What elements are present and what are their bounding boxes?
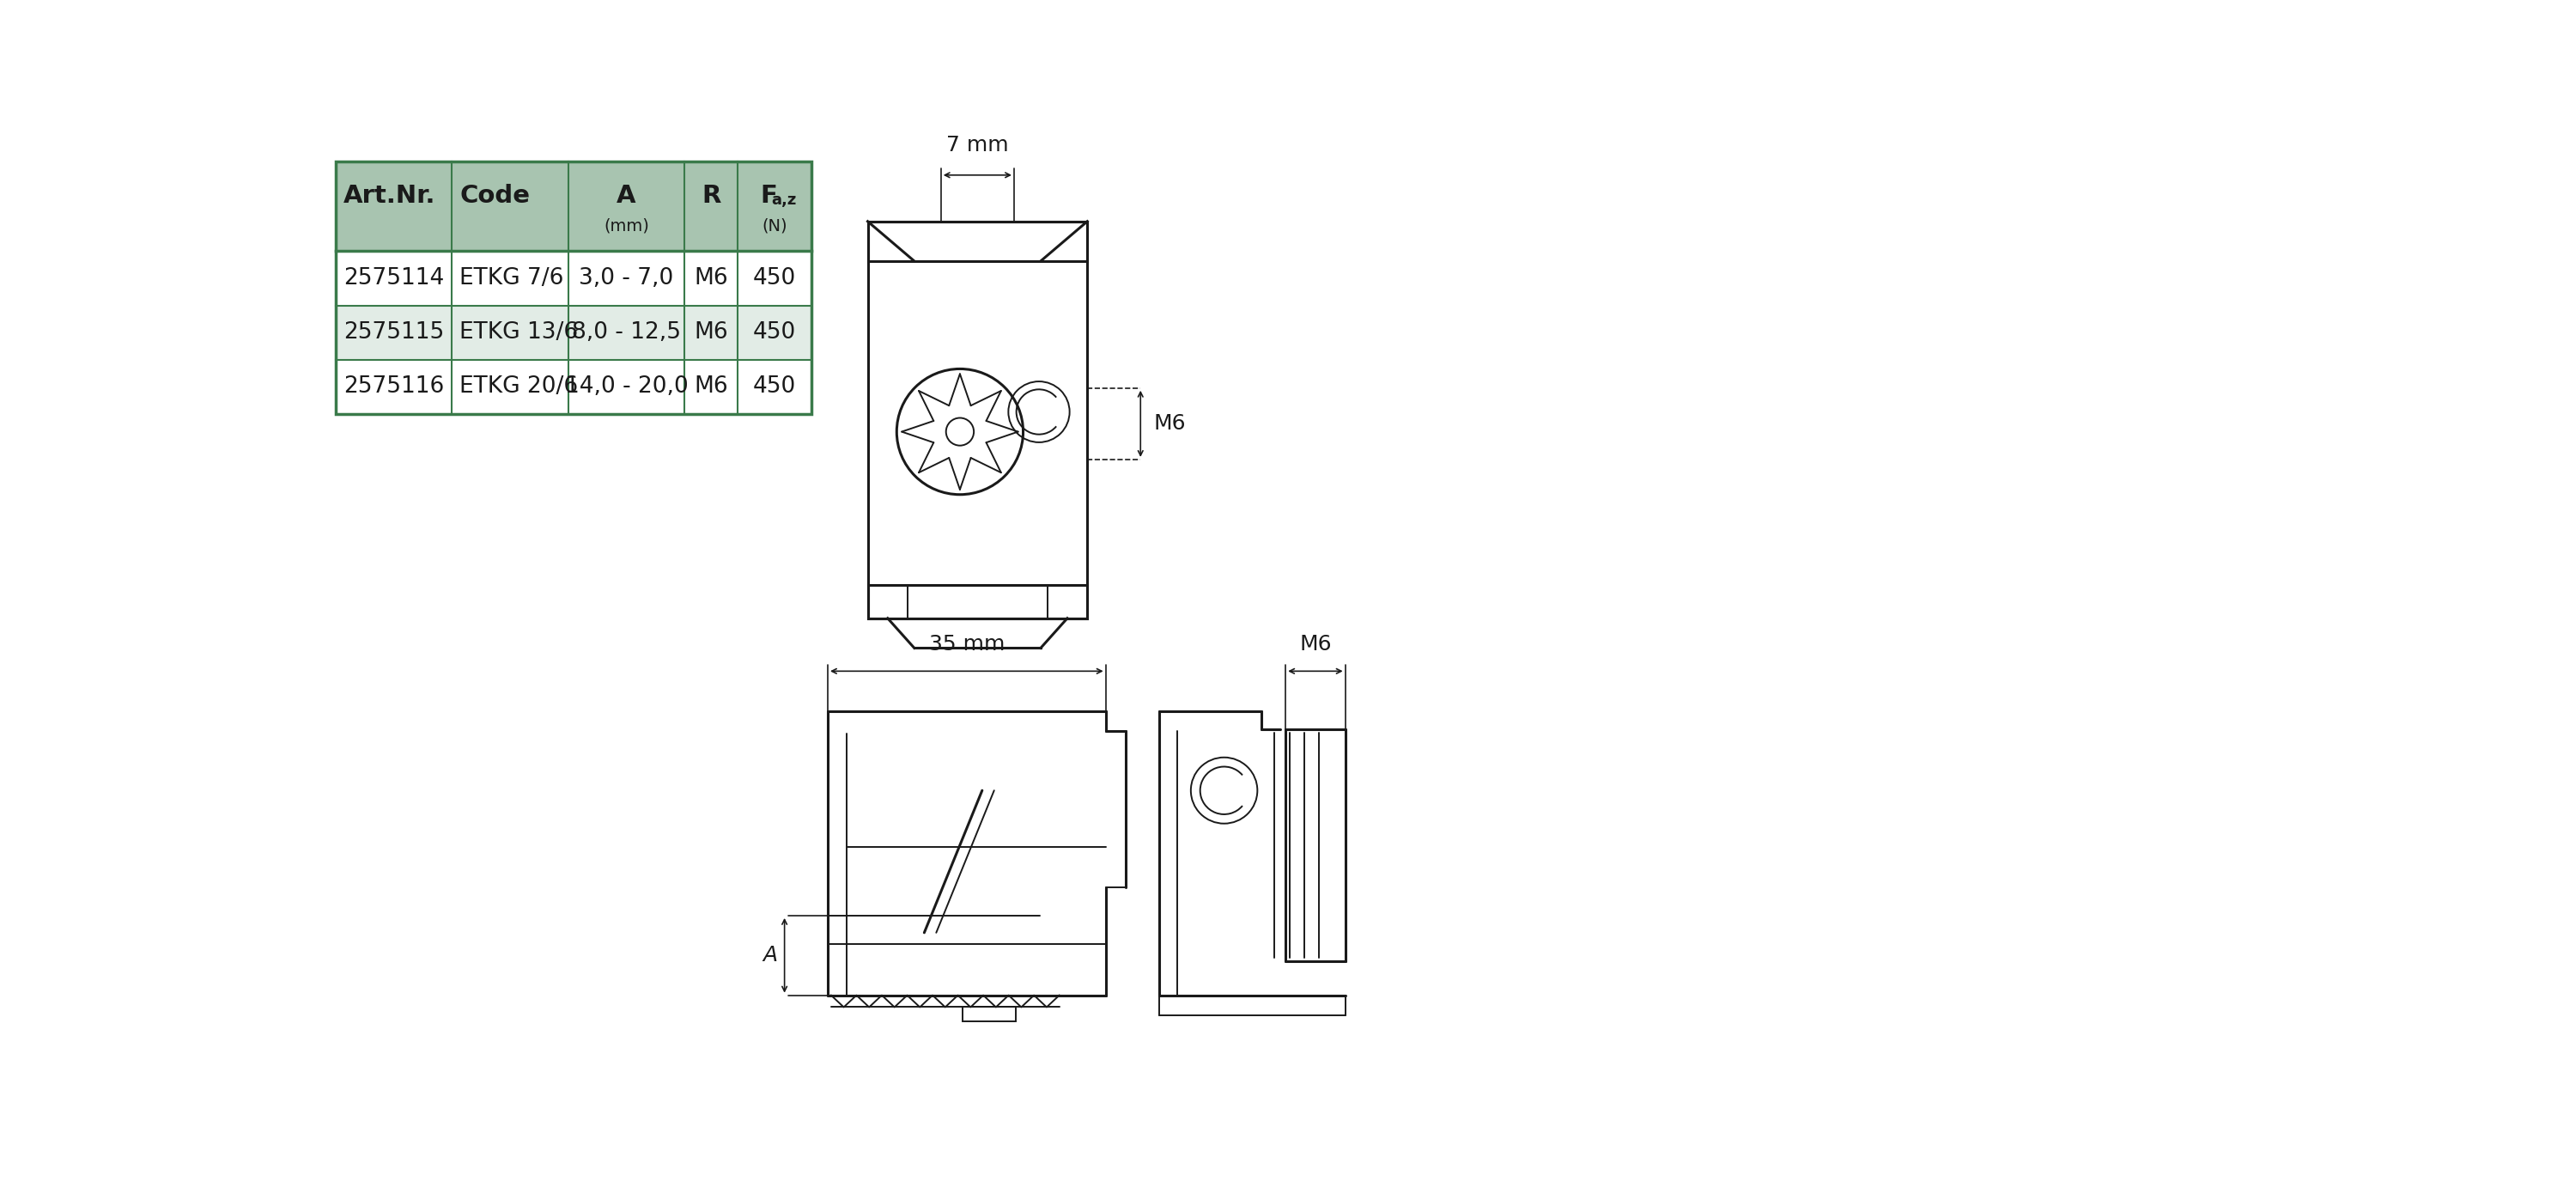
- Bar: [737, 162, 811, 251]
- Bar: [451, 251, 569, 305]
- Bar: [685, 305, 737, 360]
- Text: Art.Nr.: Art.Nr.: [343, 184, 435, 208]
- Bar: [335, 162, 451, 251]
- Text: A: A: [762, 946, 778, 966]
- Bar: [868, 221, 1087, 618]
- Bar: [963, 1007, 1015, 1021]
- Text: 450: 450: [752, 376, 796, 398]
- Bar: [569, 251, 685, 305]
- Bar: [335, 162, 811, 414]
- Text: 2575116: 2575116: [343, 376, 443, 398]
- Text: Code: Code: [459, 184, 531, 208]
- Bar: [335, 305, 451, 360]
- Bar: [451, 162, 569, 251]
- Bar: [335, 360, 451, 414]
- Bar: [451, 360, 569, 414]
- Text: ETKG 13/6: ETKG 13/6: [459, 322, 580, 343]
- Bar: [451, 305, 569, 360]
- Text: M6: M6: [696, 376, 729, 398]
- Bar: [335, 251, 451, 305]
- Text: R: R: [701, 184, 721, 208]
- Text: 14,0 - 20,0: 14,0 - 20,0: [564, 376, 688, 398]
- Bar: [685, 162, 737, 251]
- Text: ETKG 7/6: ETKG 7/6: [459, 268, 564, 289]
- Bar: [868, 586, 1087, 618]
- Text: 450: 450: [752, 268, 796, 289]
- Bar: [737, 360, 811, 414]
- Bar: [685, 251, 737, 305]
- Bar: [569, 360, 685, 414]
- Text: 3,0 - 7,0: 3,0 - 7,0: [580, 268, 675, 289]
- Bar: [569, 162, 685, 251]
- Bar: [737, 251, 811, 305]
- Text: M6: M6: [1154, 414, 1185, 434]
- Bar: [685, 360, 737, 414]
- Bar: [868, 221, 1087, 262]
- Text: F: F: [760, 184, 778, 208]
- Text: M6: M6: [1298, 634, 1332, 655]
- Text: 450: 450: [752, 322, 796, 343]
- Text: 8,0 - 12,5: 8,0 - 12,5: [572, 322, 680, 343]
- Text: M6: M6: [696, 268, 729, 289]
- Text: A: A: [616, 184, 636, 208]
- Text: (N): (N): [762, 218, 788, 234]
- Text: 2575114: 2575114: [343, 268, 443, 289]
- Text: a,z: a,z: [770, 192, 796, 208]
- Text: (mm): (mm): [603, 218, 649, 234]
- Text: 35 mm: 35 mm: [930, 634, 1005, 655]
- Bar: [569, 305, 685, 360]
- Text: 7 mm: 7 mm: [945, 134, 1010, 155]
- Text: 2575115: 2575115: [343, 322, 443, 343]
- Text: ETKG 20/6: ETKG 20/6: [459, 376, 580, 398]
- Text: M6: M6: [696, 322, 729, 343]
- Bar: [737, 305, 811, 360]
